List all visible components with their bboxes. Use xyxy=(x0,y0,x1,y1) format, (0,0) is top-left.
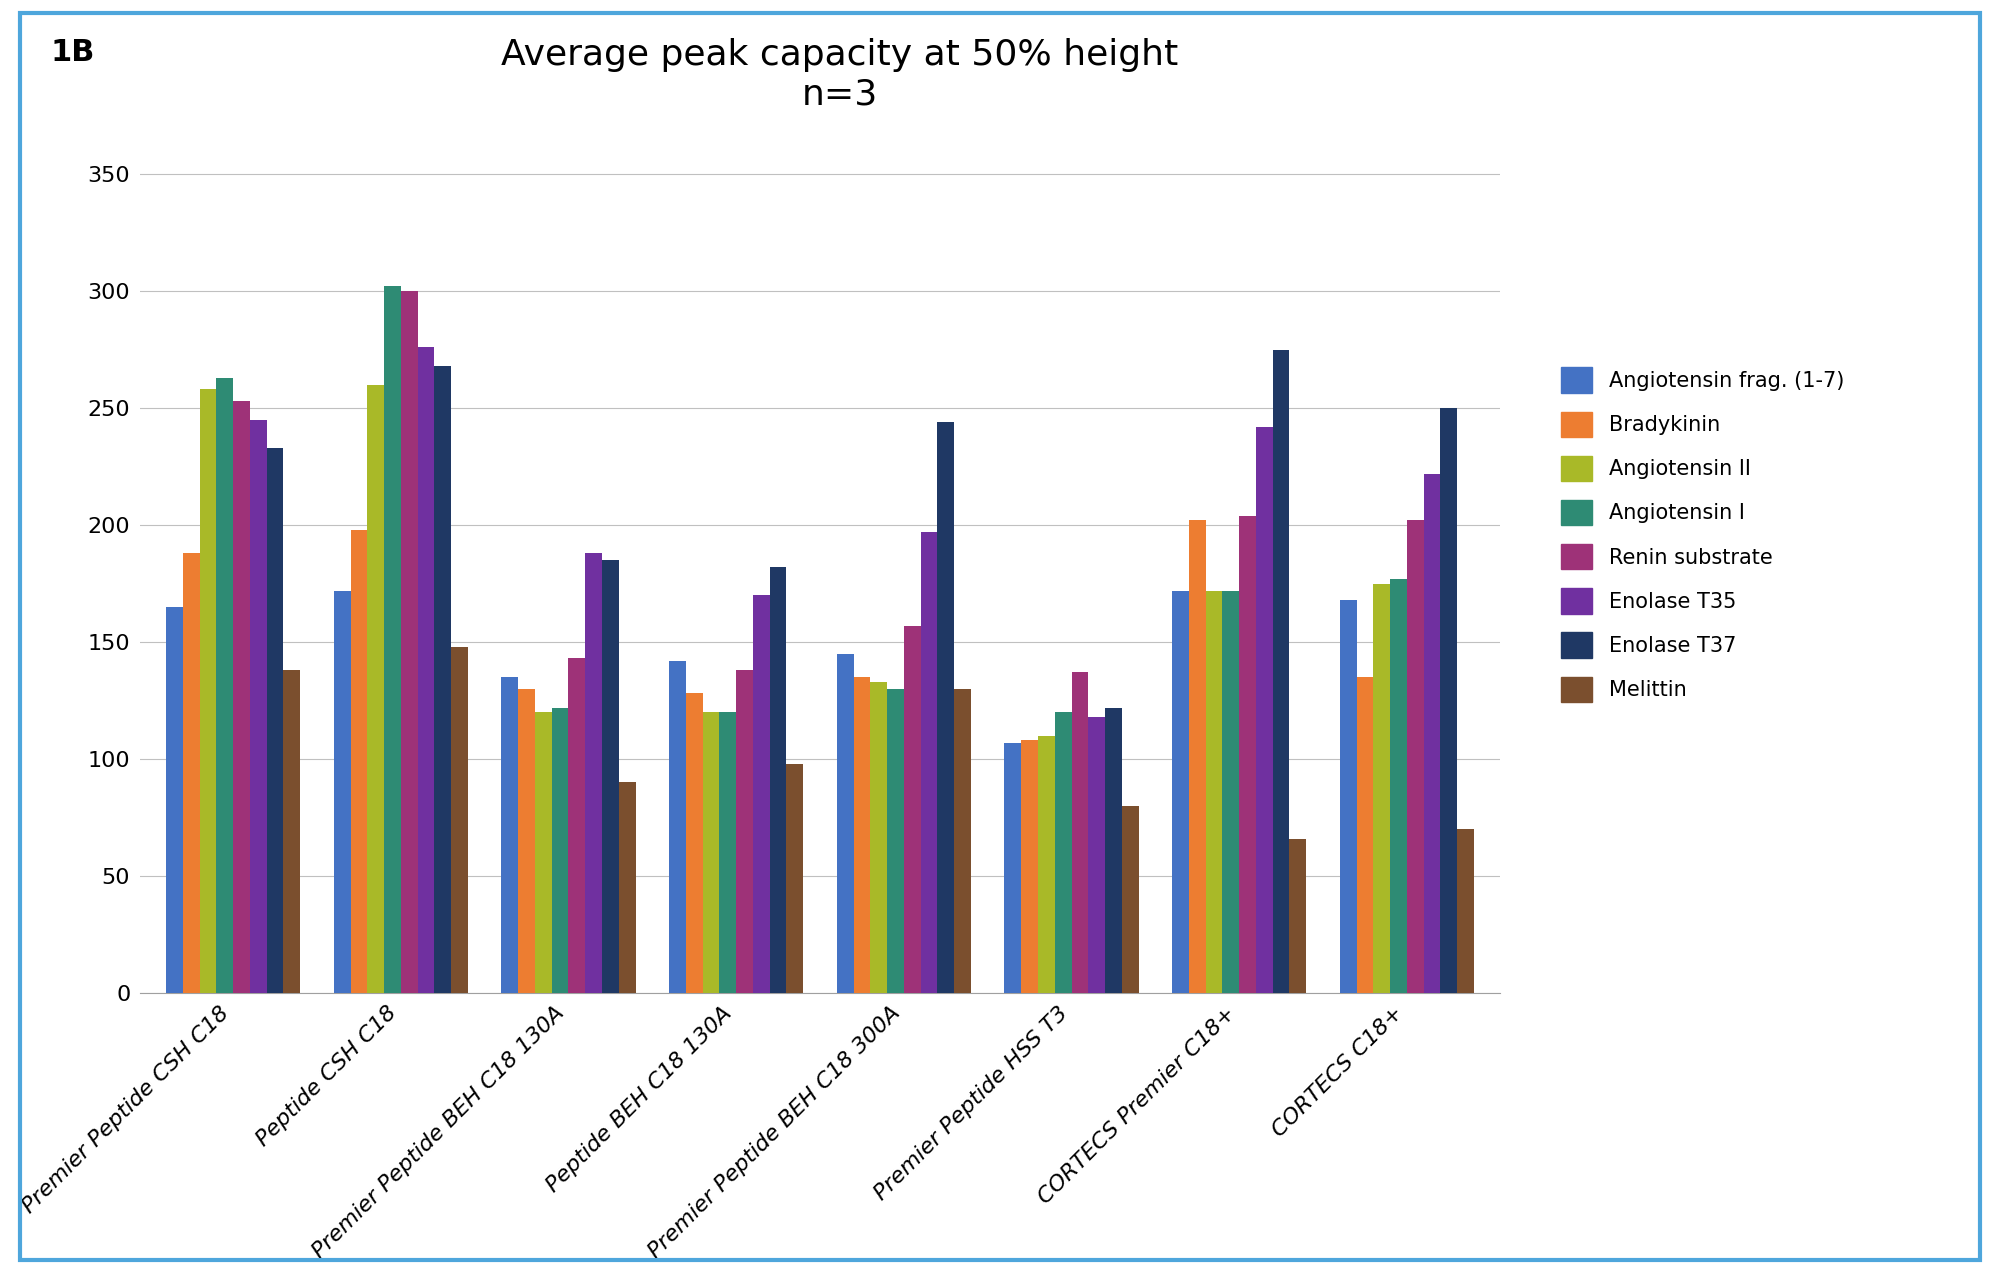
Bar xyxy=(602,560,618,993)
Bar xyxy=(250,420,266,993)
Bar xyxy=(1256,426,1272,993)
Legend: Angiotensin frag. (1-7), Bradykinin, Angiotensin II, Angiotensin I, Renin substr: Angiotensin frag. (1-7), Bradykinin, Ang… xyxy=(1550,356,1854,713)
Bar xyxy=(618,783,636,993)
Bar xyxy=(350,530,368,993)
Bar xyxy=(1390,579,1406,993)
Bar xyxy=(1374,583,1390,993)
Bar xyxy=(568,658,586,993)
Bar xyxy=(904,625,920,993)
Bar xyxy=(552,708,568,993)
Bar xyxy=(502,677,518,993)
Bar xyxy=(452,647,468,993)
Bar xyxy=(266,448,284,993)
Bar xyxy=(736,670,752,993)
Bar xyxy=(334,591,350,993)
Bar xyxy=(586,552,602,993)
Bar xyxy=(234,401,250,993)
Bar xyxy=(1240,516,1256,993)
Bar xyxy=(836,654,854,993)
Bar xyxy=(384,286,400,993)
Bar xyxy=(702,712,720,993)
Bar xyxy=(954,689,970,993)
Bar xyxy=(1004,742,1022,993)
Bar xyxy=(518,689,534,993)
Bar xyxy=(888,689,904,993)
Bar xyxy=(1356,677,1374,993)
Bar xyxy=(368,384,384,993)
Bar xyxy=(1172,591,1188,993)
Bar xyxy=(1406,521,1424,993)
Bar xyxy=(418,348,434,993)
Bar xyxy=(1290,839,1306,993)
Bar xyxy=(938,423,954,993)
Bar xyxy=(920,532,938,993)
Bar xyxy=(720,712,736,993)
Bar xyxy=(1038,736,1054,993)
Bar xyxy=(1122,806,1138,993)
Bar xyxy=(534,712,552,993)
Bar xyxy=(1088,717,1106,993)
Bar xyxy=(1458,829,1474,993)
Bar xyxy=(1440,409,1458,993)
Bar xyxy=(216,378,234,993)
Bar xyxy=(1340,600,1356,993)
Bar xyxy=(854,677,870,993)
Bar xyxy=(870,682,888,993)
Bar xyxy=(1188,521,1206,993)
Bar xyxy=(1424,474,1440,993)
Bar xyxy=(1022,741,1038,993)
Bar xyxy=(434,365,452,993)
Bar xyxy=(1206,591,1222,993)
Bar xyxy=(1106,708,1122,993)
Bar xyxy=(400,292,418,993)
Text: 1B: 1B xyxy=(50,38,94,67)
Bar xyxy=(686,694,702,993)
Bar xyxy=(670,661,686,993)
Bar xyxy=(166,607,182,993)
Bar xyxy=(752,596,770,993)
Bar xyxy=(786,764,804,993)
Bar xyxy=(770,568,786,993)
Bar xyxy=(182,552,200,993)
Text: Average peak capacity at 50% height
n=3: Average peak capacity at 50% height n=3 xyxy=(502,38,1178,112)
Bar xyxy=(1272,350,1290,993)
Bar xyxy=(284,670,300,993)
Bar xyxy=(200,390,216,993)
Bar xyxy=(1222,591,1240,993)
Bar xyxy=(1072,672,1088,993)
Bar xyxy=(1054,712,1072,993)
